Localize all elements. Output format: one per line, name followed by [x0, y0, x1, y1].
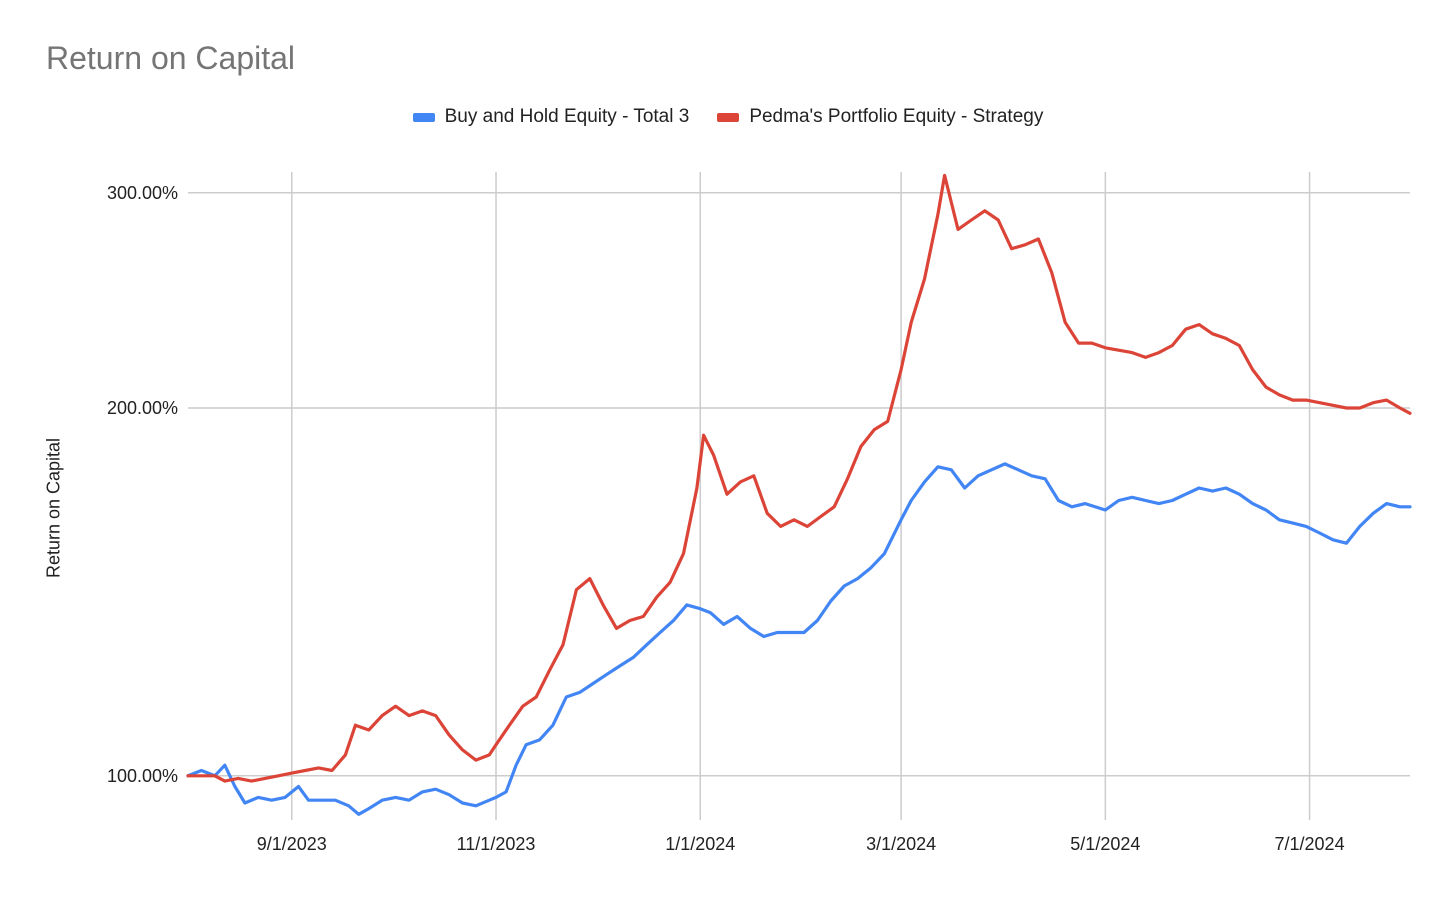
legend: Buy and Hold Equity - Total 3 Pedma's Po…	[0, 106, 1456, 128]
series-line-pedma-strategy	[186, 173, 1412, 783]
x-tick-label: 7/1/2024	[1275, 834, 1345, 854]
chart-title: Return on Capital	[46, 40, 296, 76]
legend-swatch-blue	[412, 112, 435, 122]
legend-item-pedma-strategy[interactable]: Pedma's Portfolio Equity - Strategy	[717, 106, 1043, 128]
x-tick-label: 5/1/2024	[1070, 834, 1140, 854]
y-tick-label: 300.00%	[107, 183, 178, 203]
x-tick-label: 11/1/2023	[457, 834, 536, 854]
series-line-buy-and-hold	[186, 462, 1412, 816]
x-tick-label: 9/1/2023	[257, 834, 327, 854]
x-tick-label: 1/1/2024	[665, 834, 735, 854]
legend-swatch-red	[717, 112, 740, 122]
legend-label: Pedma's Portfolio Equity - Strategy	[749, 106, 1044, 127]
legend-label: Buy and Hold Equity - Total 3	[444, 106, 690, 127]
x-tick-label: 3/1/2024	[866, 834, 936, 854]
y-tick-label: 100.00%	[107, 766, 178, 786]
y-tick-label: 200.00%	[107, 398, 178, 418]
legend-item-buy-and-hold[interactable]: Buy and Hold Equity - Total 3	[412, 106, 690, 128]
